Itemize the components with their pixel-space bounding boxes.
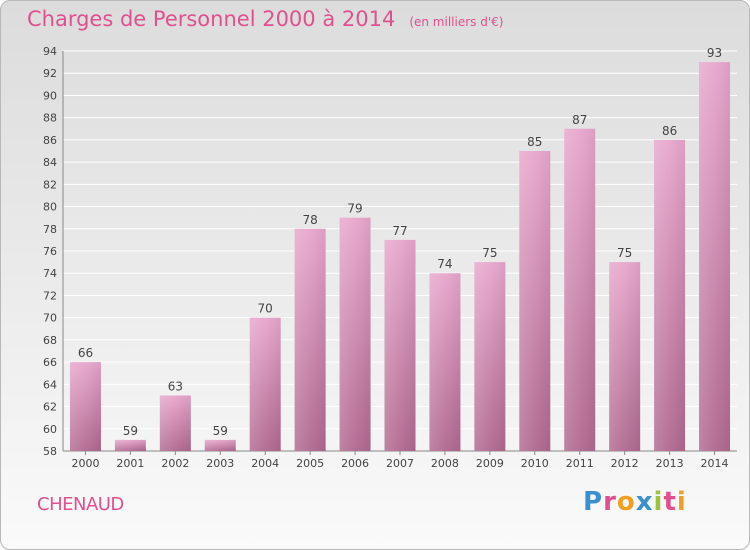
logo-letter: o — [616, 487, 636, 517]
bar-shine — [114, 439, 146, 451]
commune-name: CHENAUD — [37, 494, 124, 515]
bar-shine — [384, 239, 416, 451]
logo-letter: x — [635, 487, 654, 517]
x-tick-label: 2005 — [296, 457, 324, 470]
chart-title: Charges de Personnel 2000 à 2014 (en mill… — [27, 7, 503, 31]
x-tick-label: 2012 — [611, 457, 639, 470]
data-label: 75 — [617, 246, 632, 260]
bar-shine — [69, 362, 101, 451]
x-axis: 2000 2001 2002 2003 2004 2005 2006 2007 2008 2009… — [71, 451, 729, 470]
y-tick-label: 86 — [43, 134, 57, 147]
y-tick-label: 94 — [43, 45, 57, 58]
bar-shine — [339, 217, 371, 451]
x-tick-label: 2011 — [566, 457, 594, 470]
chart-subtitle: (en milliers d'€) — [409, 15, 504, 29]
bar-shine — [204, 439, 236, 451]
x-tick-label: 2004 — [251, 457, 279, 470]
bar-shine — [654, 139, 686, 451]
data-label: 70 — [258, 302, 273, 316]
data-label: 79 — [347, 202, 362, 216]
data-labels: 66 59 63 59 70 78 79 77 74 75 85 87 75 86 93 — [78, 46, 722, 438]
chart-title-text: Charges de Personnel 2000 à 2014 — [27, 7, 396, 31]
x-tick-label: 2006 — [341, 457, 369, 470]
x-tick-label: 2002 — [161, 457, 189, 470]
bar-shine — [249, 317, 281, 451]
bar-shine — [474, 262, 506, 451]
data-label: 86 — [662, 124, 677, 138]
y-tick-label: 72 — [43, 289, 57, 302]
bar-shine — [699, 62, 731, 451]
bar-shine — [609, 262, 641, 451]
y-tick-label: 58 — [43, 445, 57, 458]
logo-letter: P — [583, 487, 604, 517]
data-label: 78 — [302, 213, 317, 227]
y-tick-label: 82 — [43, 178, 57, 191]
data-label: 77 — [392, 224, 407, 238]
bar-shine — [159, 395, 191, 451]
data-label: 66 — [78, 346, 93, 360]
y-axis: 58 60 62 64 66 68 70 72 74 76 78 80 82 84 86 88 90 92 94 — [43, 45, 737, 458]
y-tick-label: 90 — [43, 89, 57, 102]
data-label: 75 — [482, 246, 497, 260]
y-tick-label: 74 — [43, 267, 57, 280]
y-tick-label: 64 — [43, 378, 57, 391]
bars — [69, 62, 731, 451]
y-tick-label: 84 — [43, 156, 57, 169]
logo-letter: t — [663, 487, 677, 517]
y-tick-label: 60 — [43, 423, 57, 436]
y-tick-label: 70 — [43, 312, 57, 325]
x-tick-label: 2000 — [71, 457, 99, 470]
y-tick-label: 62 — [43, 401, 57, 414]
data-label: 74 — [437, 257, 452, 271]
y-tick-label: 78 — [43, 223, 57, 236]
bar-shine — [519, 151, 551, 451]
y-tick-label: 76 — [43, 245, 57, 258]
data-label: 59 — [213, 424, 228, 438]
logo-letter: i — [676, 487, 687, 517]
x-tick-label: 2010 — [521, 457, 549, 470]
bar-shine — [564, 128, 596, 451]
data-label: 93 — [707, 46, 722, 60]
logo-letter: r — [603, 487, 617, 517]
x-tick-label: 2001 — [116, 457, 144, 470]
x-tick-label: 2014 — [701, 457, 729, 470]
y-tick-label: 68 — [43, 334, 57, 347]
data-label: 59 — [123, 424, 138, 438]
y-tick-label: 80 — [43, 201, 57, 214]
proxiti-logo: Proxiti — [583, 487, 687, 517]
bar-shine — [429, 273, 461, 451]
data-label: 87 — [572, 113, 587, 127]
x-tick-label: 2007 — [386, 457, 414, 470]
x-tick-label: 2003 — [206, 457, 234, 470]
y-tick-label: 66 — [43, 356, 57, 369]
y-tick-label: 88 — [43, 112, 57, 125]
x-tick-label: 2008 — [431, 457, 459, 470]
data-label: 85 — [527, 135, 542, 149]
logo-letter: i — [653, 487, 664, 517]
x-tick-label: 2009 — [476, 457, 504, 470]
x-tick-label: 2013 — [656, 457, 684, 470]
data-label: 63 — [168, 379, 183, 393]
y-tick-label: 92 — [43, 67, 57, 80]
bar-shine — [294, 228, 326, 451]
